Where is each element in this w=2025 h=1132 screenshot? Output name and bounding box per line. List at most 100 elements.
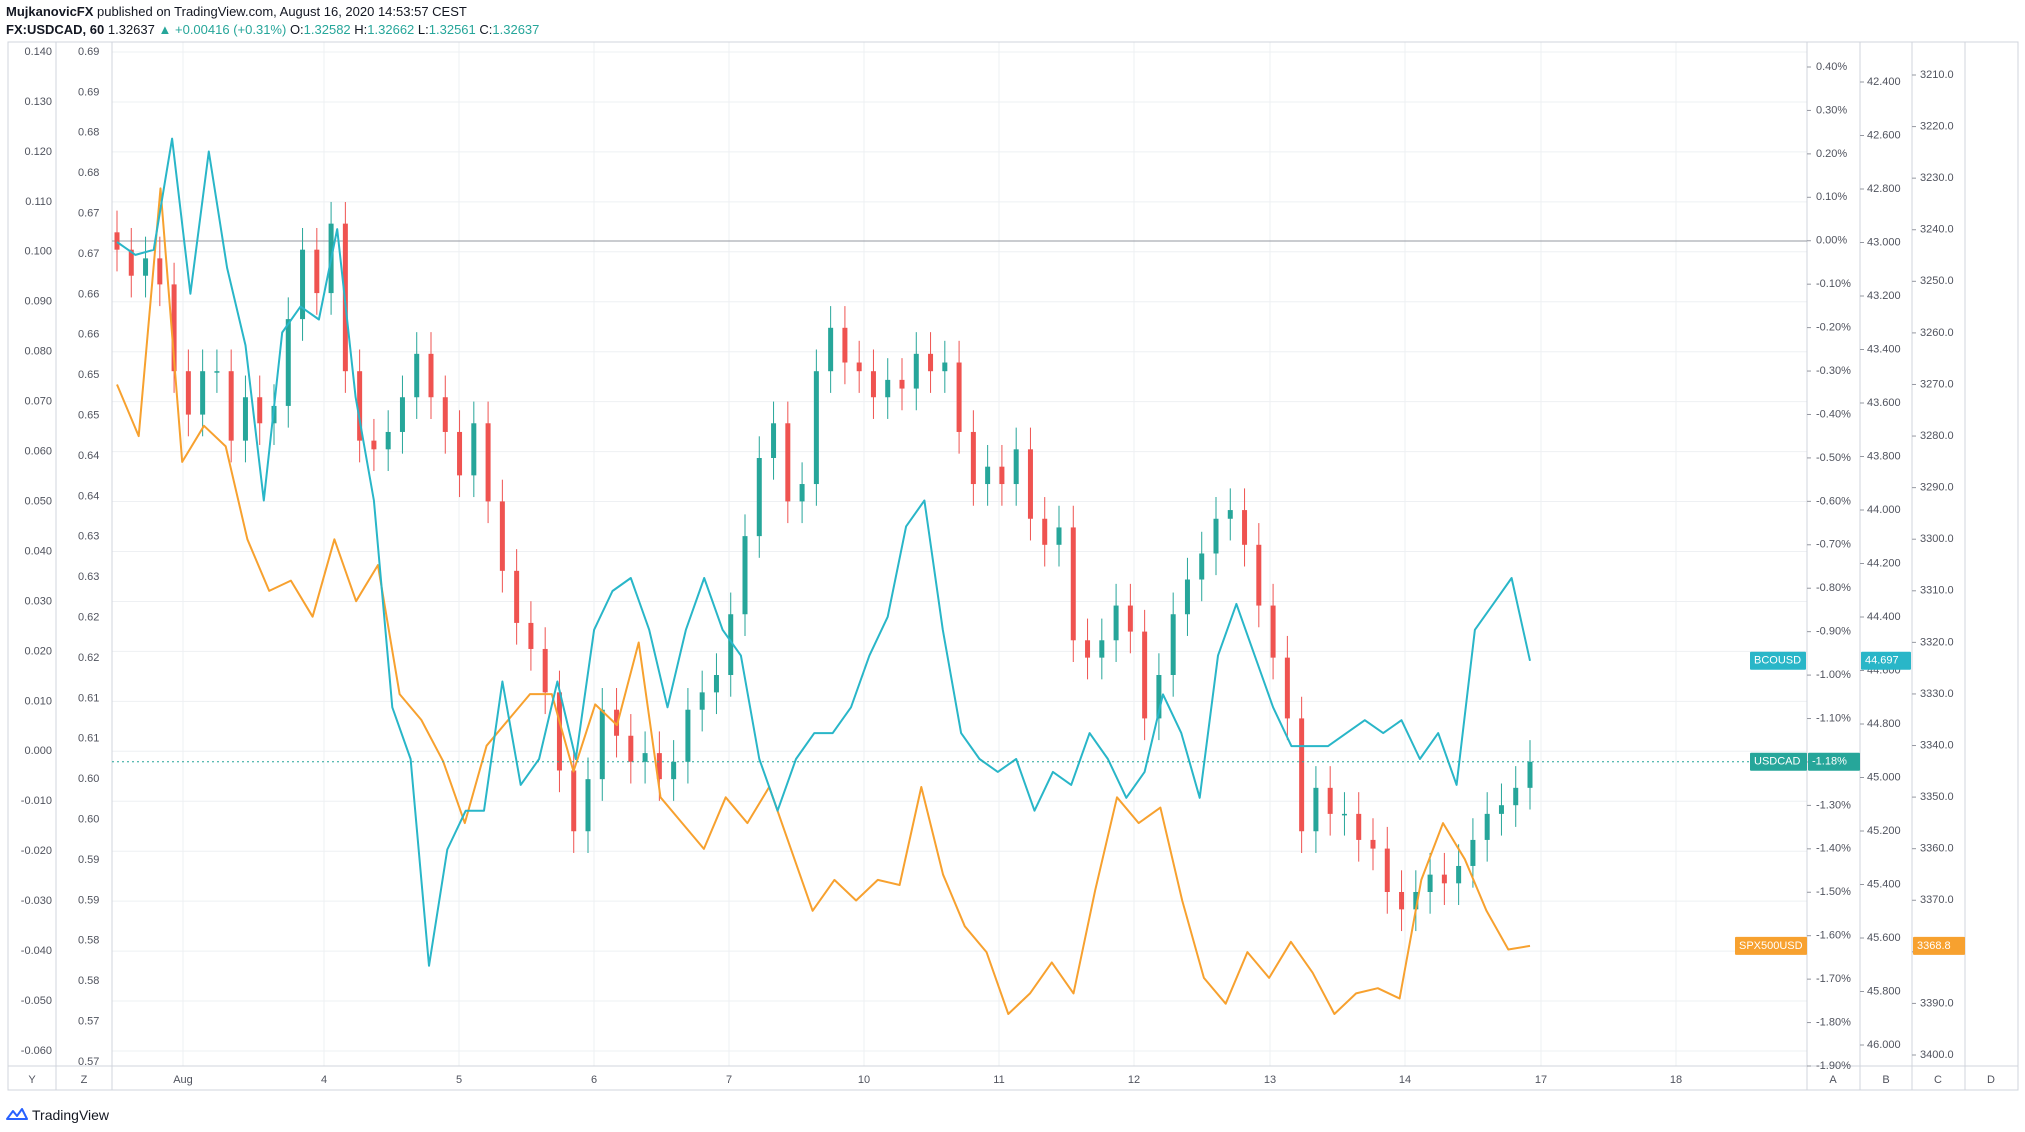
tick-label: -1.00% (1816, 669, 1851, 681)
usdcad-candle (642, 731, 648, 784)
usdcad-candle (1527, 740, 1533, 810)
x-tick-label: Aug (173, 1074, 193, 1086)
bcousd-name-label-bg (1750, 651, 1806, 670)
candle-body (1242, 510, 1248, 545)
tick-label: -0.060 (21, 1045, 52, 1057)
axis-y-ticks[interactable]: 0.140 0.130 0.120 0.110 0.100 0.090 0.080 0.070… (21, 46, 52, 1057)
usdcad-candle (856, 340, 862, 393)
usdcad-candle (1099, 618, 1105, 680)
candle-body (185, 371, 191, 415)
usdcad-candle (785, 401, 791, 524)
tick-label: 0.20% (1816, 148, 1847, 160)
tick-label: 44.000 (1867, 504, 1901, 516)
usdcad-candle (1413, 870, 1419, 932)
candle-body (1213, 518, 1219, 554)
tick-label: -0.30% (1816, 365, 1851, 377)
tick-label: 3310.0 (1920, 585, 1954, 597)
tick-label: -0.20% (1816, 322, 1851, 334)
candle-body (671, 761, 677, 780)
tick-label: 0.070 (24, 396, 52, 408)
tick-label: 0.30% (1816, 104, 1847, 116)
usdcad-candle (314, 227, 320, 315)
tick-label: 43.000 (1867, 236, 1901, 248)
author-name[interactable]: MujkanovicFX (6, 4, 94, 19)
tick-label: 0.080 (24, 346, 52, 358)
candle-body (485, 423, 491, 502)
usdcad-candle (157, 236, 163, 307)
candle-body (1184, 579, 1190, 615)
usdcad-candle (870, 349, 876, 419)
candle-body (1027, 449, 1033, 519)
candle-body (1199, 553, 1205, 580)
usdcad-candle (756, 436, 762, 558)
usdcad-candle (414, 332, 420, 419)
candle-body (771, 423, 777, 458)
tradingview-brand[interactable]: TradingView (32, 1107, 110, 1123)
tick-label: 0.00% (1816, 235, 1847, 247)
axis-letter: Y (28, 1074, 36, 1086)
usdcad-candle (1227, 488, 1233, 541)
axis-letter: Z (81, 1074, 88, 1086)
candle-body (713, 675, 719, 693)
spx-name-label-text: SPX500USD (1739, 940, 1803, 952)
candle-body (656, 753, 662, 780)
x-axis-ticks[interactable]: Aug 4 5 6 7 10 11 12 13 14 17 18 (173, 1074, 1682, 1086)
usdcad-candle (300, 227, 306, 341)
candle-body (599, 709, 605, 780)
candle-body (1070, 527, 1076, 641)
tick-label: 0.58 (78, 975, 99, 987)
candle-body (1013, 449, 1019, 485)
candle-body (642, 753, 648, 762)
tradingview-logo-icon[interactable] (6, 1107, 28, 1121)
usdcad-candle (257, 375, 263, 445)
candle-body (385, 431, 391, 450)
usdcad-candle (285, 297, 291, 428)
usdcad-candle (514, 549, 520, 645)
usdcad-candle (442, 375, 448, 454)
tick-label: -1.80% (1816, 1016, 1851, 1028)
tick-label: 0.60 (78, 773, 99, 785)
usdcad-candle (1356, 792, 1362, 862)
usdcad-candle (842, 306, 848, 385)
price-change: +0.00416 (+0.31%) (175, 22, 287, 37)
tick-label: 0.61 (78, 692, 99, 704)
usdcad-candle (1085, 618, 1091, 680)
candle-body (856, 362, 862, 372)
usdcad-candle (485, 401, 491, 524)
axis-b-ticks[interactable]: 42.400 42.600 42.800 43.000 43.200 43.400 43.6… (1860, 76, 1901, 1051)
axis-z-ticks[interactable]: 0.69 0.69 0.68 0.68 0.67 0.67 0.66 0.66 0.65 0.65… (78, 46, 99, 1068)
bcousd-name-label: BCOUSD (1750, 651, 1806, 670)
candle-body (628, 735, 634, 762)
usdcad-candle (1384, 826, 1390, 914)
axis-c-ticks[interactable]: 3210.0 3220.0 3230.0 3240.0 3250.0 3260.0 3270… (1912, 69, 1954, 1061)
tick-label: -0.50% (1816, 452, 1851, 464)
tick-label: 0.59 (78, 854, 99, 866)
tick-label: -0.10% (1816, 278, 1851, 290)
candle-body (899, 379, 905, 389)
usdcad-value-label-text: -1.18% (1812, 756, 1847, 768)
candle-body (1413, 892, 1419, 910)
candle-body (457, 431, 463, 476)
usdcad-candle (1142, 609, 1148, 741)
candle-body (1170, 614, 1176, 675)
candle-body (1513, 787, 1519, 806)
tick-label: 0.67 (78, 208, 99, 220)
candle-body (471, 423, 477, 476)
tick-label: -0.80% (1816, 582, 1851, 594)
candle-body (928, 353, 934, 372)
tick-label: -1.10% (1816, 712, 1851, 724)
x-tick-label: 7 (726, 1074, 732, 1086)
candle-body (1156, 675, 1162, 719)
tick-label: -1.70% (1816, 973, 1851, 985)
tick-label: 3330.0 (1920, 688, 1954, 700)
tick-label: 0.40% (1816, 61, 1847, 73)
symbol-label[interactable]: FX:USDCAD, 60 (6, 22, 105, 37)
tick-label: -0.40% (1816, 408, 1851, 420)
usdcad-candle (457, 410, 463, 498)
usdcad-candle (685, 688, 691, 784)
tick-label: 0.67 (78, 248, 99, 260)
spx-name-label: SPX500USD (1735, 936, 1807, 955)
usdcad-candle (128, 227, 134, 298)
axis-a-ticks[interactable]: 0.40% 0.30% 0.20% 0.10% 0.00% -0.10% -0.20% -0.… (1807, 61, 1851, 1072)
